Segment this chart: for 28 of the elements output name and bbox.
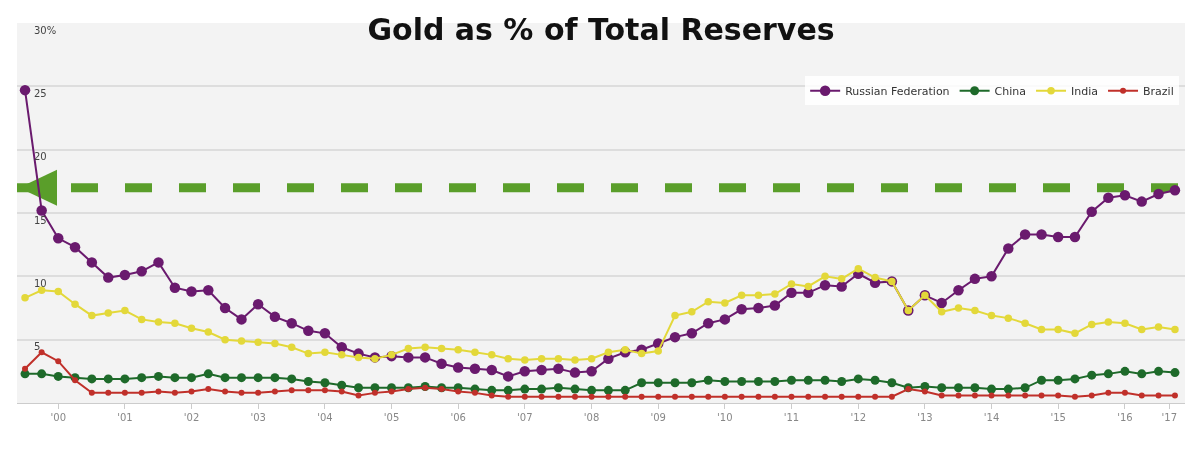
x-tick-label: '16 [1117, 412, 1133, 423]
chart-title: Gold as % of Total Reserves [367, 11, 835, 47]
x-tick-label: '03 [250, 412, 266, 423]
x-tick-label: '05 [383, 412, 400, 423]
x-tick-label: '07 [517, 412, 533, 423]
x-tick-label: '01 [117, 412, 133, 423]
legend-label: Russian Federation [845, 84, 950, 98]
x-tick-label: '14 [983, 412, 1000, 423]
x-tick-label: '15 [1050, 412, 1066, 423]
legend-label: India [1071, 84, 1099, 98]
y-tick-label: 5 [34, 341, 41, 353]
y-tick-label: 25 [34, 87, 47, 99]
legend-label: Brazil [1143, 84, 1174, 98]
x-tick-label: '02 [183, 412, 200, 423]
x-tick-label: '09 [650, 412, 666, 423]
x-tick-label: '12 [850, 412, 867, 423]
x-tick-label: '17 [1161, 412, 1178, 423]
y-tick-label: 10 [34, 277, 47, 289]
x-tick-label: '10 [717, 412, 733, 423]
y-tick-label: 30% [34, 24, 57, 36]
x-tick-label: '11 [783, 412, 800, 423]
x-tick-label: '13 [917, 412, 933, 423]
x-tick-label: '06 [450, 412, 466, 423]
x-tick-label: '08 [583, 412, 600, 423]
legend-label: China [994, 84, 1027, 98]
x-tick-label: '04 [317, 412, 333, 423]
x-tick-label: '00 [50, 412, 66, 423]
y-tick-label: 15 [34, 214, 47, 226]
